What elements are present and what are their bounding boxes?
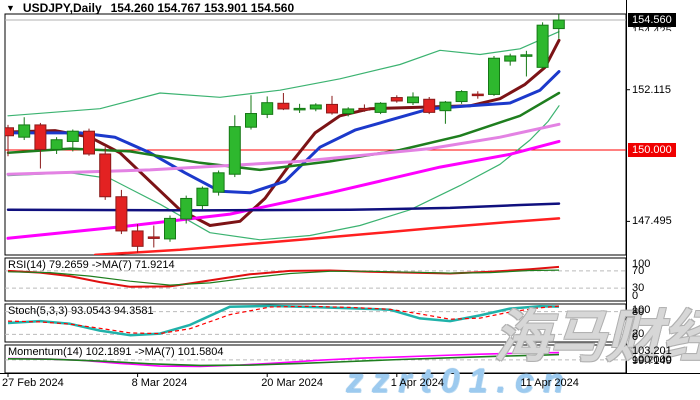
candle-body (164, 217, 176, 240)
ma-green-line (6, 91, 561, 172)
rsi-line (7, 265, 560, 288)
candle-body (99, 153, 112, 198)
candle (520, 50, 533, 77)
candle (536, 22, 549, 69)
momentum-ma (7, 353, 560, 367)
candle-body (471, 93, 484, 97)
candle (407, 92, 419, 105)
candle (293, 103, 306, 113)
candle-body (439, 101, 452, 112)
candle-body (342, 108, 355, 115)
candle-body (520, 54, 533, 57)
candle-body (374, 102, 387, 113)
candle-body (196, 187, 209, 207)
collapse-triangle-icon[interactable]: ▼ (6, 2, 15, 13)
candle (455, 90, 468, 104)
ma-fast-maroon-line (6, 38, 561, 227)
candle-body (66, 130, 79, 142)
candle (423, 96, 436, 115)
candle-body (83, 130, 95, 155)
candle (212, 170, 225, 196)
candle-body (390, 97, 403, 102)
candle-body (536, 24, 549, 68)
candle-body (455, 91, 468, 103)
candle (131, 224, 144, 253)
candle-body (131, 230, 144, 247)
candle-body (50, 139, 63, 150)
candle (261, 96, 274, 119)
site-watermark: zzrt01.cn (346, 362, 573, 400)
candle-body (358, 107, 371, 111)
candle (228, 115, 241, 178)
candle (147, 225, 160, 248)
candle-body (18, 124, 31, 138)
candle-body (245, 113, 257, 128)
stoch-d (7, 305, 560, 335)
candle (66, 129, 79, 152)
ma-red-slow-line (93, 217, 561, 255)
candle (342, 107, 355, 117)
symbol-title: USDJPY,Daily (22, 0, 102, 15)
candle-body (504, 55, 517, 62)
candle-body (326, 103, 338, 114)
ma-plum-line (6, 122, 561, 176)
chart-title-bar: ▼ USDJPY,Daily 154.260 154.767 153.901 1… (6, 0, 295, 15)
candle-body (407, 96, 419, 104)
candle-body (423, 98, 436, 113)
candle (18, 117, 31, 141)
candle (164, 215, 176, 242)
candle (552, 14, 565, 39)
ma-navy-line (6, 202, 561, 212)
candle-body (115, 196, 128, 232)
candle-body (552, 19, 565, 30)
brand-watermark: 海马财经 (491, 305, 700, 368)
candle-body (180, 197, 193, 220)
candle (50, 137, 63, 154)
candle (358, 104, 371, 112)
candle (439, 100, 452, 124)
candle (5, 124, 14, 157)
candle (115, 189, 128, 235)
stoch-k (7, 304, 560, 337)
candle-body (34, 124, 47, 150)
candle (488, 55, 500, 96)
candle (83, 128, 95, 156)
candle-body (5, 127, 14, 137)
candle-body (212, 172, 225, 193)
candle (277, 93, 290, 111)
candle-body (147, 236, 160, 239)
candle-body (293, 107, 306, 111)
candle (245, 95, 257, 130)
candle (471, 91, 484, 99)
bollinger-upper-line (7, 31, 560, 117)
candle-body (261, 102, 274, 115)
candle (196, 186, 209, 210)
candle (309, 103, 322, 112)
candle (34, 122, 47, 169)
candle-body (277, 102, 290, 110)
candle (504, 53, 517, 66)
candle (390, 95, 403, 103)
candle (326, 95, 338, 115)
candle (180, 195, 193, 224)
candle-body (309, 104, 322, 110)
candle-body (228, 126, 241, 175)
candle (374, 102, 387, 115)
rsi-ma (7, 269, 560, 286)
bollinger-lower-line (7, 105, 560, 241)
candle-body (488, 57, 500, 95)
main-chart-group (5, 14, 626, 255)
title-ohlc-values: 154.260 154.767 153.901 154.560 (110, 0, 295, 15)
candle (99, 147, 112, 200)
